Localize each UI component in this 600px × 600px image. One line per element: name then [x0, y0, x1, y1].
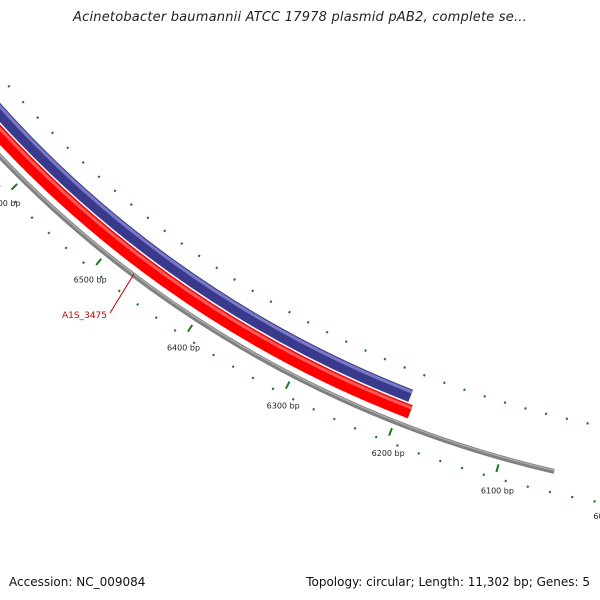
inner-tick-dot [423, 373, 426, 377]
backbone-arc [0, 152, 555, 474]
inner-tick-dot [233, 278, 237, 281]
inner-tick-dot [443, 381, 446, 385]
inner-tick-dot [7, 84, 11, 88]
major-tick-6300 [284, 381, 291, 390]
outer-tick-dot [99, 275, 103, 279]
outer-tick-dot [117, 289, 121, 293]
tick-label-6300: 6300 bp [267, 401, 300, 410]
inner-tick-dot [383, 357, 387, 361]
outer-tick-dot [192, 341, 196, 345]
inner-tick-dot [66, 146, 70, 150]
outer-tick-dot [271, 387, 275, 391]
genome-summary-text: Topology: circular; Length: 11,302 bp; G… [306, 575, 590, 589]
gene-arc-highlight [0, 126, 413, 410]
gene-label-a1s-3475[interactable]: A1S_3475 [62, 311, 107, 321]
backbone-circle [0, 152, 555, 474]
outer-tick-dot [64, 246, 68, 250]
outer-tick-dot [374, 435, 378, 439]
gene-label-leader [109, 273, 135, 314]
inner-tick-dot [215, 266, 219, 270]
inner-tick-dot [36, 116, 40, 120]
tick-label-6100: 6100 bp [481, 486, 514, 495]
tick-label-6200: 6200 bp [372, 449, 405, 458]
inner-tick-dot [306, 320, 310, 324]
inner-tick-dot [197, 254, 201, 258]
tick-label-6000: 6000 bp [593, 512, 600, 521]
outer-tick-dot [13, 200, 17, 204]
inner-tick-dot [97, 175, 101, 179]
cds-feature-arc[interactable] [0, 80, 414, 402]
inner-tick-dot [51, 131, 55, 135]
inner-tick-dot [344, 340, 348, 343]
gene-feature-arc[interactable] [0, 90, 413, 419]
outer-tick-dot [173, 328, 177, 332]
inner-tick-dot [81, 160, 85, 164]
outer-tick-dot [396, 444, 399, 447]
major-tick-6100 [495, 464, 500, 473]
major-tick-6500 [95, 258, 102, 266]
tick-label-6400: 6400 bp [167, 343, 200, 352]
inner-tick-dot [325, 330, 329, 334]
inner-tick-dot [503, 401, 507, 404]
gene-arc-a1s-3475[interactable] [0, 92, 413, 419]
major-tick-6400 [187, 324, 194, 333]
inner-tick-dot [21, 100, 25, 104]
inner-tick-dot [113, 189, 117, 193]
inner-tick-dot [146, 216, 150, 220]
backbone-highlight [0, 154, 555, 471]
inner-tick-dot [544, 412, 548, 416]
outer-tick-dot [30, 216, 34, 220]
outer-tick-dot [291, 397, 295, 401]
gene-label-group[interactable]: A1S_3475 [62, 273, 135, 321]
major-tick-6600 [10, 183, 18, 191]
inner-tick-dot [288, 310, 291, 314]
outer-tick-dot [353, 426, 357, 430]
major-tick-6200 [388, 427, 393, 437]
outer-tick-dot [82, 261, 85, 265]
outer-tick-dot [136, 302, 140, 306]
outer-tick-dot [526, 485, 529, 489]
inner-tick-dot [483, 395, 486, 398]
map-title: Acinetobacter baumannii ATCC 17978 plasm… [73, 10, 527, 25]
inner-tick-dot [524, 407, 527, 410]
outer-tick-dot [332, 417, 336, 421]
cds-arc[interactable] [0, 82, 414, 402]
outer-tick-dot [482, 473, 486, 477]
inner-tick-dot [251, 289, 255, 293]
outer-tick-dot [231, 365, 235, 369]
inner-tick-dot [180, 242, 184, 246]
accession-text: Accession: NC_009084 [9, 575, 146, 589]
cds-arc-highlight [0, 104, 413, 394]
outer-tick-dot [438, 459, 442, 463]
inner-tick-dot [269, 300, 273, 304]
inner-tick-dot [163, 229, 167, 233]
outer-tick-dot [212, 353, 215, 357]
inner-tick-dot [403, 366, 406, 369]
outer-tick-dot [417, 452, 421, 455]
inner-tick-dots [7, 84, 589, 425]
outer-tick-dot [504, 479, 507, 483]
inner-tick-dot [129, 203, 133, 206]
outer-tick-dot [460, 466, 464, 470]
inner-tick-dot [463, 388, 466, 392]
outer-tick-dot [312, 407, 316, 411]
bp-ticks [10, 183, 500, 473]
outer-tick-dot [251, 376, 255, 380]
outer-tick-dot [47, 231, 51, 235]
tick-label-6500: 6500 bp [74, 276, 107, 285]
inner-tick-dot [364, 349, 367, 352]
tick-label-6600: 6600 bp [0, 199, 21, 208]
outer-tick-dot [154, 316, 158, 320]
outer-tick-dots [0, 185, 596, 503]
